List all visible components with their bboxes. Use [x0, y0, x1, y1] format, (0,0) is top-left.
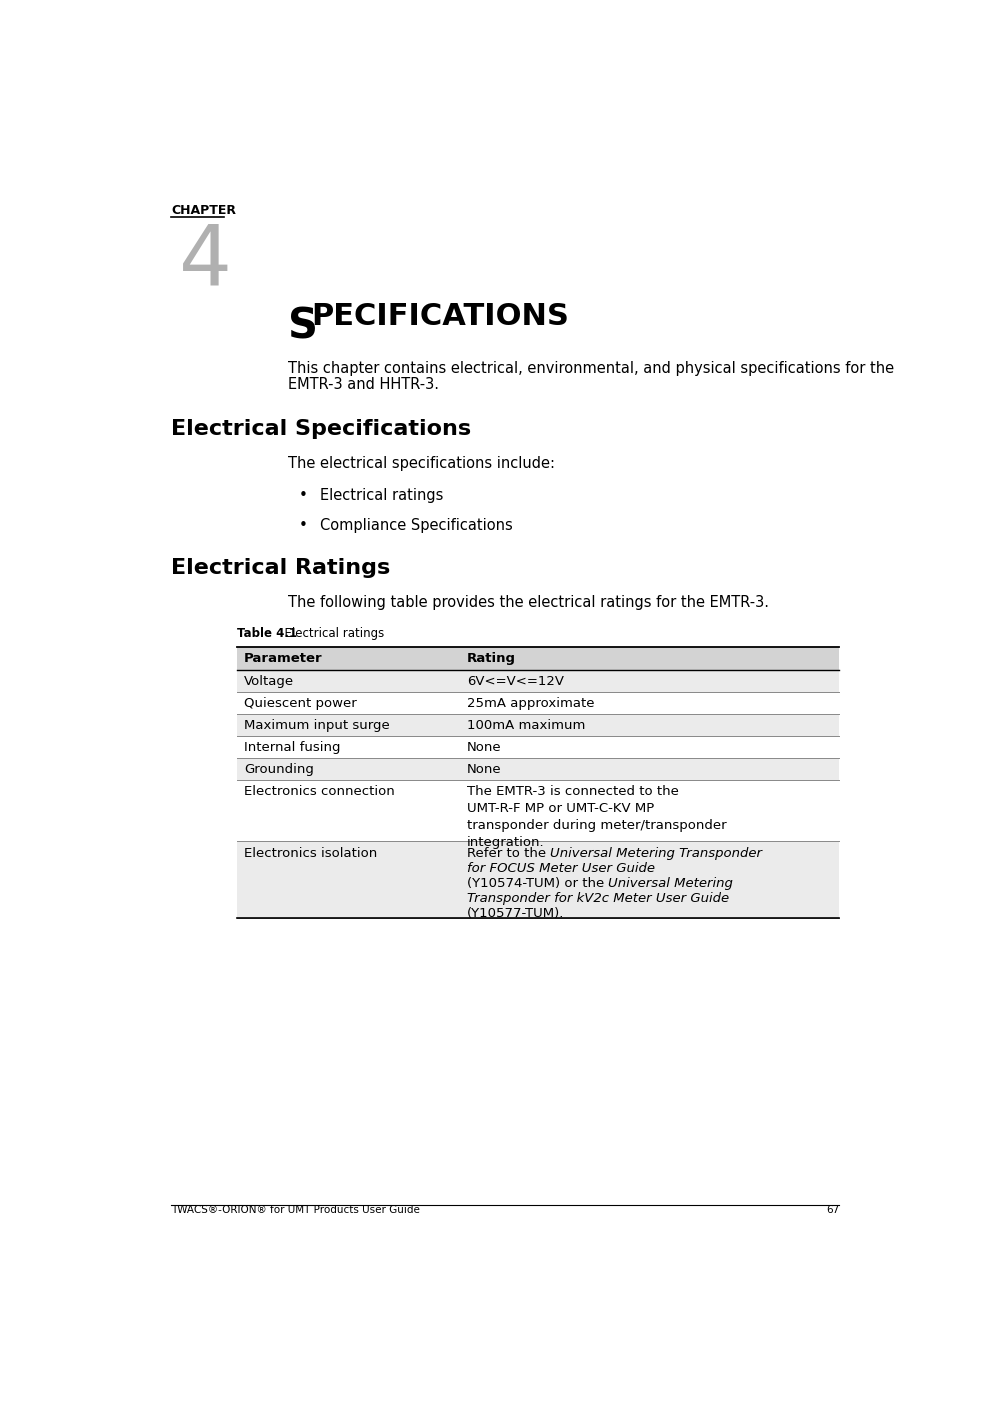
Text: (Y10577-TUM).: (Y10577-TUM). [467, 907, 564, 919]
Bar [238, 647, 839, 670]
Text: for FOCUS Meter User Guide: for FOCUS Meter User Guide [467, 862, 655, 874]
Text: Maximum input surge: Maximum input surge [245, 719, 389, 732]
Text: CHAPTER: CHAPTER [172, 204, 237, 217]
Text: Rating: Rating [467, 653, 516, 666]
Text: 25mA approximate: 25mA approximate [467, 698, 595, 711]
Text: Refer to the: Refer to the [467, 847, 550, 860]
Text: This chapter contains electrical, environmental, and physical specifications for: This chapter contains electrical, enviro… [288, 361, 893, 376]
Text: Electronics isolation: Electronics isolation [245, 847, 378, 860]
Text: TWACS®-ORION® for UMT Products User Guide: TWACS®-ORION® for UMT Products User Guid… [172, 1206, 420, 1215]
Text: S: S [288, 306, 317, 347]
Bar [238, 757, 839, 780]
Text: 67: 67 [826, 1206, 839, 1215]
Text: EMTR-3 and HHTR-3.: EMTR-3 and HHTR-3. [288, 376, 439, 392]
Text: None: None [467, 763, 502, 777]
Bar [238, 670, 839, 692]
Text: Table 4.1: Table 4.1 [238, 627, 298, 640]
Text: Electrical Specifications: Electrical Specifications [172, 419, 471, 439]
Text: Electrical Ratings: Electrical Ratings [172, 558, 390, 578]
Text: •: • [299, 517, 308, 533]
Text: Internal fusing: Internal fusing [245, 742, 340, 754]
Bar [238, 842, 839, 918]
Text: Compliance Specifications: Compliance Specifications [320, 517, 513, 533]
Text: Universal Metering: Universal Metering [608, 877, 734, 890]
Text: PECIFICATIONS: PECIFICATIONS [312, 302, 570, 331]
Text: The EMTR-3 is connected to the
UMT-R-F MP or UMT-C-KV MP
transponder during mete: The EMTR-3 is connected to the UMT-R-F M… [467, 785, 727, 849]
Text: Voltage: Voltage [245, 675, 294, 688]
Text: (Y10574-TUM) or the: (Y10574-TUM) or the [467, 877, 608, 890]
Bar [238, 736, 839, 757]
Bar [238, 780, 839, 842]
Text: Quiescent power: Quiescent power [245, 698, 357, 711]
Bar [238, 692, 839, 713]
Text: The following table provides the electrical ratings for the EMTR-3.: The following table provides the electri… [288, 595, 768, 609]
Bar [238, 713, 839, 736]
Text: The electrical specifications include:: The electrical specifications include: [288, 455, 554, 471]
Text: Grounding: Grounding [245, 763, 314, 777]
Text: Universal Metering Transponder: Universal Metering Transponder [550, 847, 762, 860]
Text: 4: 4 [179, 221, 232, 302]
Text: Electronics connection: Electronics connection [245, 785, 395, 798]
Text: Parameter: Parameter [245, 653, 322, 666]
Text: Transponder for kV2c Meter User Guide: Transponder for kV2c Meter User Guide [467, 893, 729, 905]
Text: 100mA maximum: 100mA maximum [467, 719, 586, 732]
Text: •: • [299, 488, 308, 503]
Text: None: None [467, 742, 502, 754]
Text: Electrical ratings: Electrical ratings [277, 627, 385, 640]
Text: 6V<=V<=12V: 6V<=V<=12V [467, 675, 564, 688]
Text: Electrical ratings: Electrical ratings [320, 488, 444, 503]
